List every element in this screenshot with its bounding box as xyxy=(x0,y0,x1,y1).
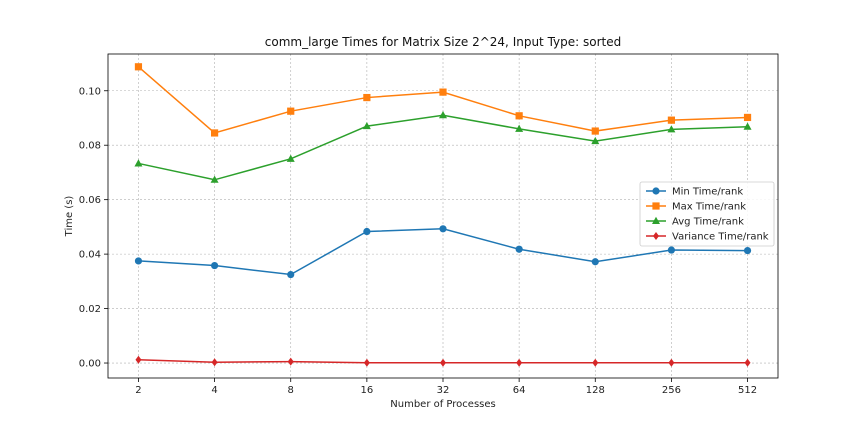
data-point xyxy=(667,246,676,254)
legend-marker xyxy=(652,216,660,224)
x-tick-label: 16 xyxy=(360,385,373,396)
data-point xyxy=(363,227,371,236)
data-point xyxy=(210,261,219,270)
data-point xyxy=(592,358,599,367)
y-tick-label: 0.02 xyxy=(79,304,101,315)
series-2 xyxy=(134,63,752,137)
legend-label: Max Time/rank xyxy=(672,202,746,213)
data-point xyxy=(744,358,751,367)
x-tick-label: 256 xyxy=(662,385,681,396)
y-tick-label: 0.08 xyxy=(79,141,101,152)
x-tick-label: 2 xyxy=(135,385,141,396)
data-point xyxy=(135,355,142,364)
data-point xyxy=(515,124,524,132)
data-point xyxy=(516,358,523,367)
chart-title: comm_large Times for Matrix Size 2^24, I… xyxy=(265,35,621,49)
data-point xyxy=(211,358,218,367)
legend: Min Time/rank Max Time/rank Avg Time/rank V… xyxy=(639,181,775,247)
series-layer xyxy=(134,63,752,367)
data-point xyxy=(667,125,676,133)
legend-box xyxy=(639,181,775,247)
legend-marker xyxy=(652,187,660,195)
data-point xyxy=(210,129,219,137)
y-tick-label: 0.10 xyxy=(79,86,101,97)
data-point xyxy=(439,225,447,233)
data-point xyxy=(134,159,143,167)
data-point xyxy=(667,116,676,124)
data-point xyxy=(591,136,600,145)
data-point xyxy=(362,121,371,130)
legend-entry: Avg Time/rank xyxy=(646,217,744,228)
data-point xyxy=(743,113,752,122)
legend-label: Variance Time/rank xyxy=(672,232,769,243)
data-point xyxy=(287,270,295,279)
data-point xyxy=(439,111,447,119)
legend-marker xyxy=(653,232,659,240)
data-point xyxy=(363,358,370,367)
data-point xyxy=(287,357,294,366)
legend-label: Min Time/rank xyxy=(672,187,743,198)
series-1 xyxy=(134,225,752,279)
data-point xyxy=(743,246,752,255)
legend-entry: Variance Time/rank xyxy=(646,232,769,243)
data-point xyxy=(440,358,446,367)
data-point xyxy=(515,112,523,120)
data-point xyxy=(134,257,143,265)
tick-layer: 2 4 8 16 32 64 128 256 512 0.00 0.02 0.04 0.06 0.08 0.… xyxy=(79,86,757,396)
legend-label: Avg Time/rank xyxy=(672,217,744,228)
data-point xyxy=(286,154,295,162)
y-tick-label: 0.00 xyxy=(79,359,101,370)
x-tick-label: 512 xyxy=(738,385,757,396)
x-tick-label: 128 xyxy=(586,385,605,396)
data-point xyxy=(743,122,752,130)
series-4 xyxy=(135,355,751,367)
legend-entry: Min Time/rank xyxy=(646,187,743,198)
x-tick-label: 64 xyxy=(513,385,526,396)
data-point xyxy=(668,358,675,367)
data-point xyxy=(515,245,523,253)
data-point xyxy=(134,63,143,71)
data-point xyxy=(210,175,219,183)
series-3 xyxy=(134,111,752,183)
data-point xyxy=(591,258,599,266)
x-axis-label: Number of Processes xyxy=(390,399,495,410)
x-tick-label: 8 xyxy=(288,385,294,396)
data-point xyxy=(363,93,371,102)
y-tick-label: 0.04 xyxy=(79,250,101,261)
x-tick-label: 4 xyxy=(211,385,217,396)
legend-marker xyxy=(652,202,660,210)
legend-entry: Max Time/rank xyxy=(646,202,746,213)
x-tick-label: 32 xyxy=(437,385,450,396)
data-point xyxy=(287,107,295,115)
y-axis-label: Time (s) xyxy=(64,196,75,238)
y-tick-label: 0.06 xyxy=(79,195,101,206)
data-point xyxy=(439,88,447,96)
data-point xyxy=(591,127,599,135)
